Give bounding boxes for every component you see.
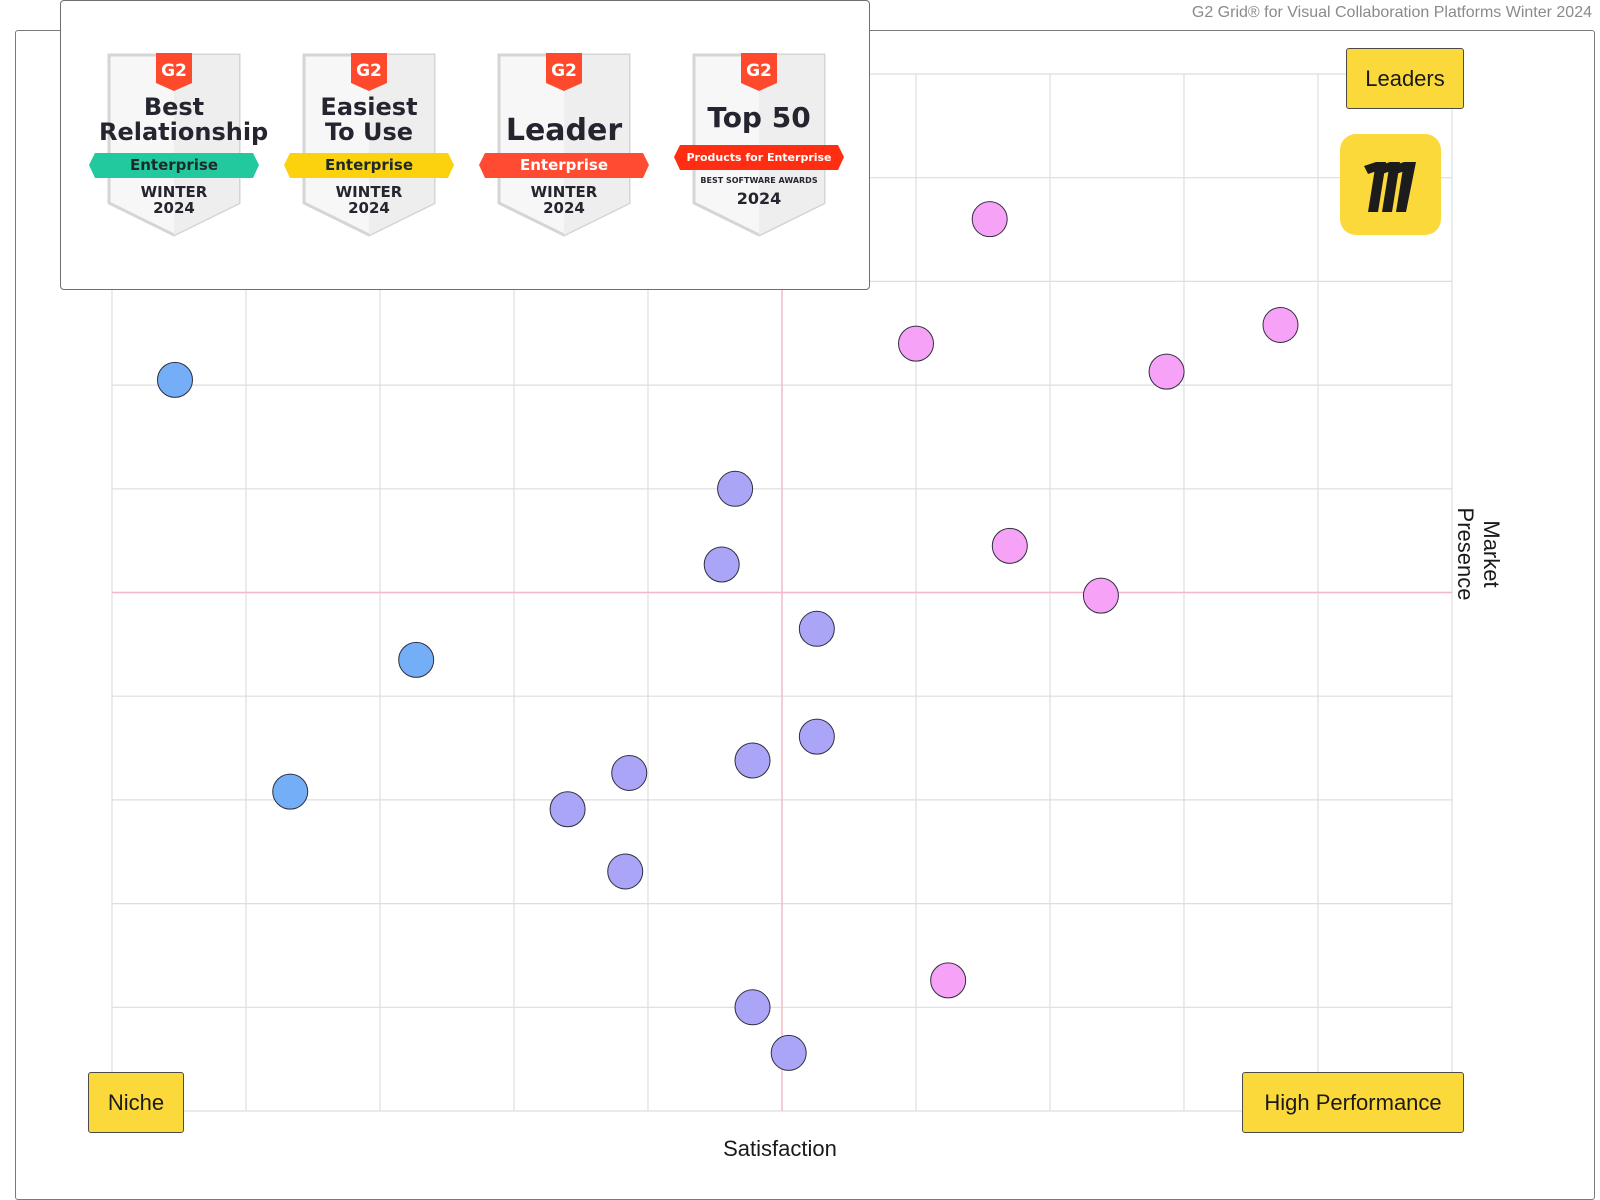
- badge-ribbon-text: Products for Enterprise: [686, 151, 832, 164]
- badge-easiest-to-use: G2 Easiest To Use Enterprise WINTER 2024: [284, 53, 454, 237]
- badge-shield-icon: [674, 53, 844, 237]
- high-performance-quadrant-label: High Performance: [1242, 1072, 1464, 1133]
- badge-ribbon-text: Enterprise: [324, 156, 414, 174]
- badge-season: WINTER 2024: [335, 183, 403, 217]
- badge-season: WINTER 2024: [530, 183, 598, 217]
- g2-logo-icon: G2: [356, 61, 382, 81]
- product-dot[interactable]: [611, 754, 648, 791]
- product-dot[interactable]: [607, 853, 644, 890]
- leaders-quadrant-label: Leaders: [1346, 48, 1464, 109]
- product-dot[interactable]: [272, 773, 309, 810]
- y-axis-label: Market Presence: [1453, 507, 1504, 601]
- product-dot[interactable]: [770, 1034, 807, 1071]
- badge-top-50: G2 Top 50 Products for Enterprise BEST SOFT…: [674, 53, 844, 237]
- g2-logo-icon: G2: [161, 61, 187, 81]
- awards-badge-panel: G2 Best Relationship Enterprise WINTER 2024 G…: [60, 0, 870, 290]
- product-dot[interactable]: [1148, 353, 1185, 390]
- badge-shield-icon: [284, 53, 454, 237]
- product-dot[interactable]: [971, 201, 1008, 238]
- product-dot[interactable]: [156, 361, 193, 398]
- product-dot[interactable]: [549, 791, 586, 828]
- product-dot[interactable]: [1262, 306, 1299, 343]
- product-dot[interactable]: [991, 527, 1028, 564]
- product-dot[interactable]: [717, 470, 754, 507]
- product-dot[interactable]: [798, 610, 835, 647]
- miro-logo-icon: [1340, 134, 1441, 235]
- badge-title: Leader: [505, 113, 623, 148]
- product-dot[interactable]: [398, 641, 435, 678]
- x-axis-label: Satisfaction: [723, 1136, 837, 1161]
- badge-title: Best Relationship: [99, 93, 269, 147]
- badge-ribbon-text: Enterprise: [519, 156, 609, 174]
- product-dot[interactable]: [734, 989, 771, 1026]
- g2-logo-icon: G2: [551, 61, 577, 81]
- badge-ribbon-text: Enterprise: [129, 156, 219, 174]
- badge-shield-icon: [89, 53, 259, 237]
- badge-season: 2024: [736, 189, 782, 208]
- badge-title: Top 50: [707, 101, 811, 134]
- product-dot[interactable]: [703, 546, 740, 583]
- product-dot[interactable]: [1082, 577, 1119, 614]
- badge-title: Easiest To Use: [320, 93, 418, 147]
- badge-season: WINTER 2024: [140, 183, 208, 217]
- badge-leader: G2 Leader Enterprise WINTER 2024: [479, 53, 649, 237]
- niche-quadrant-label: Niche: [88, 1072, 184, 1133]
- badge-best-relationship: G2 Best Relationship Enterprise WINTER 2024: [89, 53, 269, 237]
- product-dot[interactable]: [930, 962, 967, 999]
- product-dot[interactable]: [898, 325, 934, 362]
- badge-small-caption: BEST SOFTWARE AWARDS: [700, 176, 818, 185]
- badge-shield-icon: [479, 53, 649, 237]
- grid-caption: G2 Grid® for Visual Collaboration Platfo…: [1191, 4, 1592, 21]
- g2-logo-icon: G2: [746, 61, 772, 81]
- product-dot[interactable]: [734, 742, 771, 779]
- product-dot[interactable]: [798, 718, 835, 755]
